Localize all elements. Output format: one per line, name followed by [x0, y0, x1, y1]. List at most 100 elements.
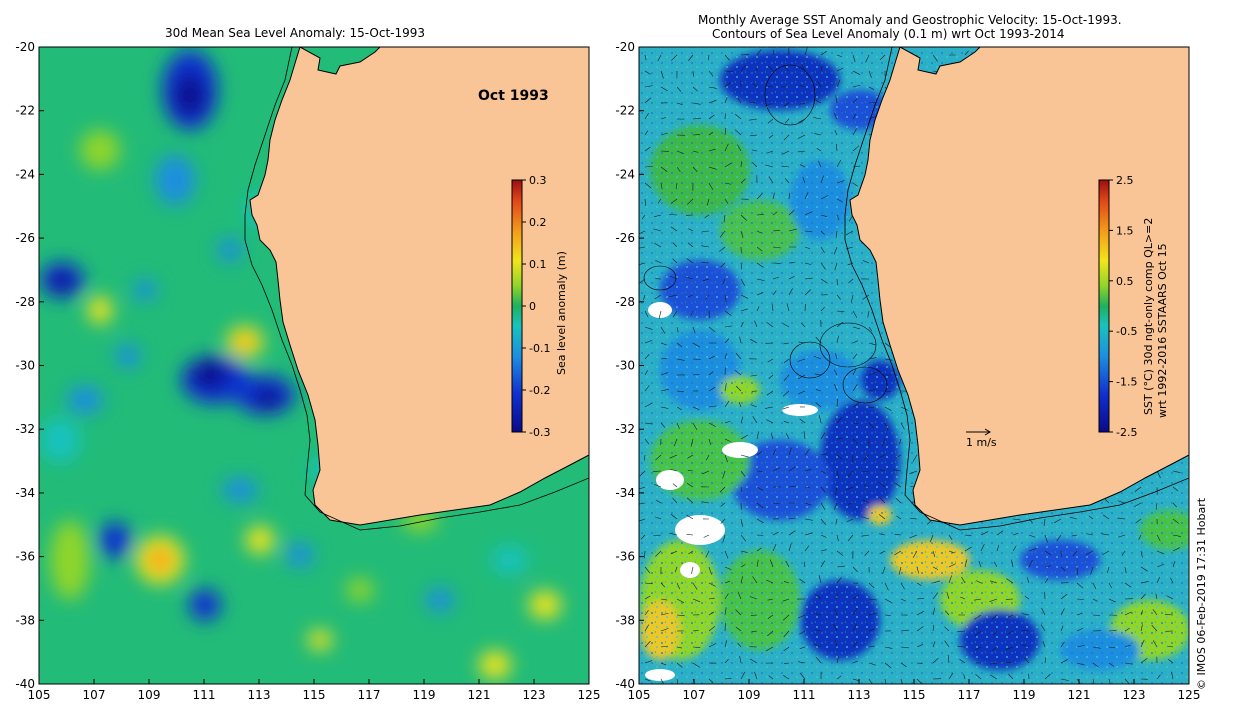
velocity-vector [836, 143, 838, 152]
velocity-vector [724, 566, 732, 571]
sla-colorbar-tick-label: -0.2 [529, 384, 550, 397]
velocity-vector [836, 577, 842, 584]
velocity-vector [932, 580, 941, 584]
velocity-vector [660, 372, 669, 376]
velocity-vector [1005, 661, 1014, 664]
velocity-vector [1124, 644, 1132, 648]
velocity-vector [639, 470, 646, 477]
velocity-vector [879, 482, 886, 488]
velocity-vector [932, 657, 939, 664]
velocity-vector [820, 502, 826, 511]
velocity-vector [1124, 627, 1130, 632]
velocity-vector [879, 496, 886, 504]
lat-tick-label: -32 [615, 422, 635, 436]
velocity-vector [1005, 646, 1014, 650]
velocity-vector [1166, 595, 1174, 600]
velocity-vector [848, 278, 854, 284]
velocity-vector [767, 118, 774, 124]
velocity-vector [783, 662, 790, 665]
velocity-vector [1140, 593, 1146, 600]
velocity-vector [1152, 640, 1158, 648]
velocity-vector [820, 230, 825, 235]
velocity-vector [751, 630, 758, 633]
velocity-vector [660, 662, 667, 666]
velocity-vector [882, 438, 886, 447]
velocity-vector [644, 660, 653, 664]
lat-tick-label: -38 [15, 613, 35, 627]
velocity-vector [1072, 550, 1078, 557]
velocity-vector [653, 214, 662, 218]
velocity-vector [644, 624, 650, 632]
velocity-vector [879, 533, 886, 536]
velocity-vector [720, 518, 726, 524]
velocity-vector [909, 470, 918, 474]
velocity-vector [1140, 624, 1143, 632]
velocity-vector [750, 374, 758, 377]
velocity-vector [884, 646, 893, 649]
velocity-vector [835, 353, 838, 360]
velocity-vector [719, 230, 726, 238]
velocity-vector [788, 209, 795, 216]
velocity-vector [708, 148, 716, 152]
velocity-vector [740, 550, 748, 553]
velocity-vector [1092, 678, 1095, 684]
velocity-vector [644, 438, 650, 445]
velocity-vector [900, 406, 909, 411]
velocity-vector [900, 646, 909, 649]
velocity-vector [862, 260, 870, 264]
lon-tick-label: 113 [848, 688, 871, 702]
sla-shelf-contour [244, 47, 589, 531]
velocity-vector [1043, 518, 1046, 527]
velocity-vector [1172, 534, 1181, 537]
velocity-vector [1156, 550, 1165, 555]
velocity-vector [976, 580, 982, 584]
velocity-vector [833, 624, 838, 632]
velocity-vector [820, 278, 828, 284]
velocity-vector [836, 310, 845, 313]
velocity-vector [1124, 582, 1132, 588]
velocity-vector [820, 214, 828, 218]
velocity-vector [708, 99, 717, 104]
velocity-vector [1044, 673, 1051, 680]
velocity-vector [724, 162, 732, 168]
velocity-vector [692, 134, 701, 136]
velocity-vector [797, 358, 806, 362]
velocity-vector [1134, 486, 1142, 492]
sst-colorbar-tick-label: -2.5 [1116, 426, 1137, 439]
velocity-vector [772, 502, 781, 505]
velocity-vector [818, 575, 822, 584]
velocity-vector [900, 598, 906, 602]
velocity-vector [1172, 561, 1176, 568]
velocity-vector [960, 596, 966, 600]
velocity-vector [708, 131, 714, 136]
velocity-vector [1086, 533, 1094, 536]
velocity-vector [639, 502, 646, 505]
velocity-vector [672, 242, 678, 248]
velocity-vector [756, 193, 763, 200]
velocity-vector [804, 468, 812, 472]
velocity-vector [820, 470, 827, 474]
velocity-vector [852, 660, 858, 664]
velocity-vector [1156, 576, 1160, 584]
velocity-vector [749, 596, 758, 600]
velocity-vector [946, 591, 950, 600]
lon-tick-label: 117 [958, 688, 981, 702]
velocity-vector [836, 198, 843, 203]
velocity-vector [813, 355, 822, 360]
velocity-vector [836, 454, 842, 460]
velocity-vector [1124, 611, 1132, 616]
velocity-vector [676, 86, 682, 92]
velocity-vector [868, 371, 877, 376]
velocity-vector [820, 307, 825, 312]
lat-tick-label: -30 [615, 359, 635, 373]
velocity-vector [957, 630, 966, 633]
velocity-vector [932, 592, 939, 600]
velocity-vector [724, 182, 732, 185]
velocity-vector [660, 70, 664, 79]
velocity-vector [766, 321, 774, 328]
velocity-vector [1076, 566, 1078, 575]
velocity-vector [1156, 674, 1161, 680]
velocity-vector [836, 417, 843, 424]
sst-colorbar-tick-label: 0.5 [1116, 275, 1134, 288]
velocity-vector [894, 533, 902, 536]
